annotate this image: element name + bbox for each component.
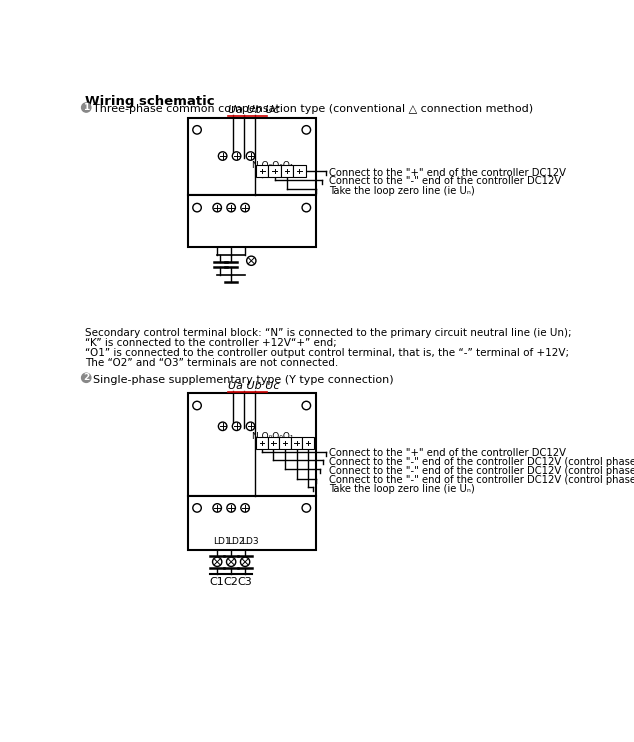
Circle shape	[259, 440, 265, 446]
Bar	[302, 437, 314, 449]
Circle shape	[270, 440, 276, 446]
Circle shape	[302, 504, 311, 512]
Text: Connect to the "-" end of the controller DC12V (control phase A): Connect to the "-" end of the controller…	[329, 457, 634, 467]
Circle shape	[213, 504, 221, 512]
Circle shape	[240, 557, 250, 566]
Text: Take the loop zero line (ie Uₙ): Take the loop zero line (ie Uₙ)	[329, 186, 475, 196]
Circle shape	[82, 373, 91, 382]
Bar	[188, 393, 316, 496]
Bar	[256, 437, 268, 449]
Bar	[291, 437, 302, 449]
Bar	[279, 437, 291, 449]
Circle shape	[82, 103, 91, 112]
Circle shape	[283, 168, 290, 174]
Circle shape	[193, 401, 202, 410]
Text: Three-phase common compensation type (conventional △ connection method): Three-phase common compensation type (co…	[93, 105, 533, 114]
Text: Connect to the "-" end of the controller DC12V (control phase B): Connect to the "-" end of the controller…	[329, 466, 634, 476]
Circle shape	[296, 168, 303, 174]
Circle shape	[193, 125, 202, 134]
Circle shape	[213, 203, 221, 212]
Text: Secondary control terminal block: “N” is connected to the primary circuit neutra: Secondary control terminal block: “N” is…	[85, 328, 571, 338]
Text: Ua Ub Uc: Ua Ub Uc	[228, 105, 280, 115]
Bar	[268, 437, 279, 449]
Circle shape	[226, 557, 236, 566]
Text: C3: C3	[238, 577, 252, 587]
Text: Connect to the "+" end of the controller DC12V: Connect to the "+" end of the controller…	[329, 448, 566, 459]
Text: C1: C1	[210, 577, 224, 587]
Circle shape	[302, 203, 311, 212]
Text: Single-phase supplementary type (Y type connection): Single-phase supplementary type (Y type …	[93, 375, 394, 384]
Circle shape	[247, 256, 256, 266]
Circle shape	[246, 422, 255, 430]
Circle shape	[282, 440, 288, 446]
Bar	[188, 117, 316, 195]
Circle shape	[227, 203, 235, 212]
Text: The “O2” and “O3” terminals are not connected.: The “O2” and “O3” terminals are not conn…	[85, 358, 338, 368]
Circle shape	[227, 504, 235, 512]
Text: 2: 2	[83, 373, 89, 382]
Text: Connect to the "-" end of the controller DC12V: Connect to the "-" end of the controller…	[329, 177, 561, 186]
Circle shape	[241, 504, 249, 512]
Circle shape	[193, 203, 202, 212]
Text: LD2: LD2	[227, 537, 245, 546]
Text: “O1” is connected to the controller output control terminal, that is, the “-” te: “O1” is connected to the controller outp…	[85, 348, 569, 358]
Text: N O₀O₀O₁: N O₀O₀O₁	[252, 432, 294, 441]
Circle shape	[212, 557, 222, 566]
Text: C2: C2	[224, 577, 238, 587]
Circle shape	[218, 152, 227, 160]
Text: LD3: LD3	[241, 537, 259, 546]
Bar	[256, 165, 268, 177]
Circle shape	[232, 152, 241, 160]
Circle shape	[232, 422, 241, 430]
Text: “K” is connected to the controller +12V“+” end;: “K” is connected to the controller +12V“…	[85, 338, 337, 348]
Bar	[293, 165, 306, 177]
Bar	[281, 165, 293, 177]
Text: N O₀O₀O₁: N O₀O₀O₁	[252, 162, 294, 171]
Text: Ua Ub Uc: Ua Ub Uc	[228, 381, 280, 391]
Text: Take the loop zero line (ie Uₙ): Take the loop zero line (ie Uₙ)	[329, 484, 475, 493]
Bar	[268, 165, 281, 177]
Bar	[188, 195, 316, 247]
Circle shape	[241, 203, 249, 212]
Text: Connect to the "-" end of the controller DC12V (control phase C): Connect to the "-" end of the controller…	[329, 475, 634, 485]
Bar	[188, 496, 316, 550]
Text: Connect to the "+" end of the controller DC12V: Connect to the "+" end of the controller…	[329, 168, 566, 178]
Circle shape	[218, 422, 227, 430]
Text: LD1: LD1	[213, 537, 231, 546]
Circle shape	[302, 125, 311, 134]
Circle shape	[302, 401, 311, 410]
Text: 1: 1	[83, 103, 89, 112]
Text: Wiring schematic: Wiring schematic	[85, 95, 214, 108]
Circle shape	[294, 440, 300, 446]
Circle shape	[246, 152, 255, 160]
Circle shape	[271, 168, 278, 174]
Circle shape	[193, 504, 202, 512]
Circle shape	[305, 440, 311, 446]
Circle shape	[259, 168, 266, 174]
